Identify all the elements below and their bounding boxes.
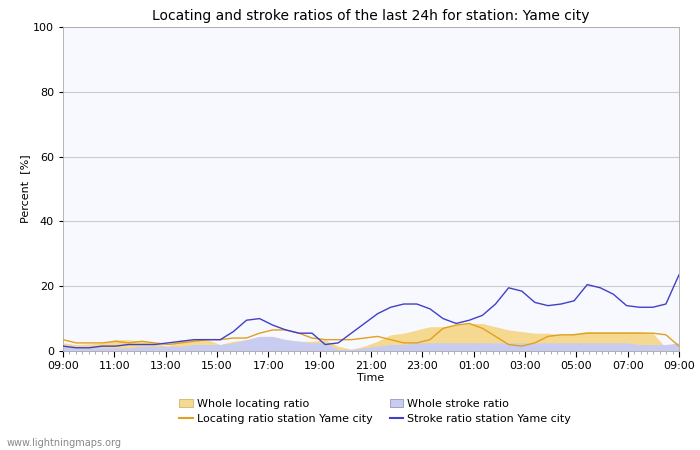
- Legend: Whole locating ratio, Locating ratio station Yame city, Whole stroke ratio, Stro: Whole locating ratio, Locating ratio sta…: [179, 399, 571, 424]
- Title: Locating and stroke ratios of the last 24h for station: Yame city: Locating and stroke ratios of the last 2…: [153, 9, 589, 23]
- X-axis label: Time: Time: [358, 373, 384, 383]
- Y-axis label: Percent  [%]: Percent [%]: [20, 155, 30, 223]
- Text: www.lightningmaps.org: www.lightningmaps.org: [7, 438, 122, 448]
